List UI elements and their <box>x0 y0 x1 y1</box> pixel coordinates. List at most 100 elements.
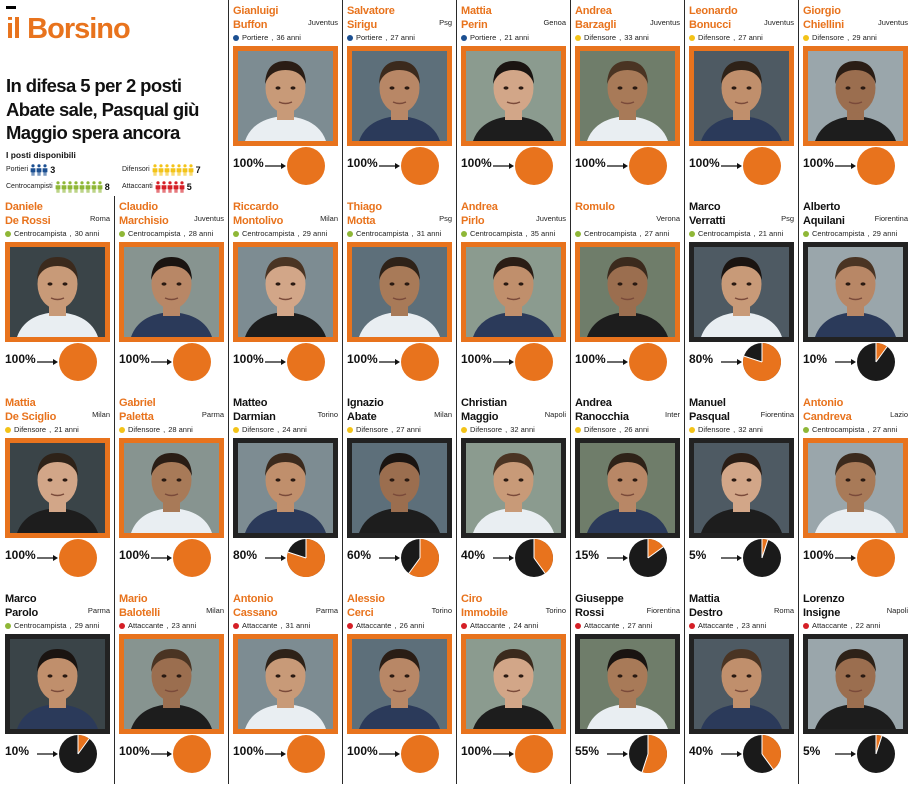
pie-slice-orange <box>173 343 211 381</box>
player-card: Ciro Immobile Torino Attaccante, 24 anni 100% <box>456 588 570 784</box>
column-divider <box>570 392 571 588</box>
column-divider <box>342 0 343 196</box>
percentage-value: 60% <box>347 548 372 562</box>
percentage-pie <box>515 539 554 577</box>
percentage-value: 100% <box>461 156 492 170</box>
player-role: Centrocampista, 29 anni <box>5 621 99 630</box>
role-sep: , <box>736 621 739 630</box>
player-first-name: Alberto <box>803 201 841 213</box>
role-name: Centrocampista <box>14 621 67 630</box>
player-age: 22 anni <box>855 621 881 630</box>
player-first-name: Antonio <box>233 593 274 605</box>
percentage-value: 100% <box>233 156 264 170</box>
player-last-name: Cerci <box>347 607 374 619</box>
player-first-name: Giuseppe <box>575 593 624 605</box>
player-role: Attaccante, 31 anni <box>233 621 310 630</box>
person-icon <box>85 180 91 193</box>
pie-slice-orange <box>408 539 439 577</box>
player-name: Gabriel Paletta <box>119 396 156 424</box>
player-photo <box>5 634 110 734</box>
player-name: Marco Verratti <box>689 200 726 228</box>
role-dot-icon <box>461 34 467 41</box>
player-name: Salvatore Sirigu <box>347 4 395 32</box>
player-photo <box>233 438 338 538</box>
player-age: 29 anni <box>74 621 100 630</box>
pie-slice-orange <box>515 735 553 773</box>
player-card: Daniele De Rossi Roma Centrocampista, 30 ann… <box>0 196 114 392</box>
player-role: Difensore, 33 anni <box>575 33 649 42</box>
role-dot-icon <box>119 622 125 629</box>
pie-slice-orange <box>59 539 97 577</box>
posti-title: I posti disponibili <box>6 150 76 160</box>
arrow-right-icon <box>835 163 856 169</box>
player-card: Romulo Verona Centrocampista, 27 anni 100% <box>570 196 684 392</box>
role-dot-icon <box>803 622 809 629</box>
column-divider <box>456 588 457 784</box>
player-photo <box>575 46 680 146</box>
percentage-value: 100% <box>803 156 834 170</box>
pie-slice-orange <box>743 147 781 185</box>
role-name: Difensore <box>14 425 47 434</box>
role-name: Attaccante <box>242 621 278 630</box>
player-age: 35 anni <box>530 229 556 238</box>
player-role: Difensore, 32 anni <box>689 425 763 434</box>
percentage-value: 100% <box>119 744 150 758</box>
player-card: Mattia De Sciglio Milan Difensore, 21 anni 10… <box>0 392 114 588</box>
percentage-value: 55% <box>575 744 600 758</box>
player-name: Alberto Aquilani <box>803 200 845 228</box>
percentage-pie <box>287 735 325 773</box>
role-name: Difensore <box>812 33 845 42</box>
column-divider <box>684 392 685 588</box>
percentage-value: 15% <box>575 548 600 562</box>
arrow-right-icon <box>835 751 856 757</box>
player-photo <box>689 46 794 146</box>
role-dot-icon <box>233 622 239 629</box>
player-age: 23 anni <box>741 621 767 630</box>
player-card: Thiago Motta Psg Centrocampista, 31 anni 100% <box>342 196 456 392</box>
player-card: Gianluigi Buffon Juventus Portiere, 36 anni 1… <box>228 0 342 196</box>
role-name: Centrocampista <box>812 229 865 238</box>
player-club: Juventus <box>193 214 224 223</box>
column-divider <box>456 0 457 196</box>
player-club: Psg <box>781 214 794 223</box>
headline-line-2: Abate sale, Pasqual giù <box>6 98 199 120</box>
player-age: 26 anni <box>624 425 649 434</box>
player-name: Marco Parolo <box>5 592 38 620</box>
player-club: Parma <box>201 410 224 419</box>
role-sep: , <box>847 33 850 42</box>
player-first-name: Mario <box>119 593 148 605</box>
player-last-name: De Rossi <box>5 215 51 227</box>
player-first-name: Daniele <box>5 201 43 213</box>
role-name: Portiere <box>356 33 383 42</box>
person-icons <box>152 163 194 176</box>
person-icon <box>179 180 185 193</box>
player-first-name: Giorgio <box>803 5 841 17</box>
player-role: Difensore, 24 anni <box>233 425 307 434</box>
person-icon <box>164 163 170 176</box>
player-club: Milan <box>92 410 110 419</box>
player-name: Lorenzo Insigne <box>803 592 845 620</box>
percentage-pie <box>515 735 553 773</box>
percentage-pie <box>743 539 781 577</box>
role-dot-icon <box>689 34 695 41</box>
player-card: Mattia Perin Genoa Portiere, 21 anni 100% <box>456 0 570 196</box>
role-sep: , <box>508 621 511 630</box>
arrow-right-icon <box>493 359 514 365</box>
player-club: Juventus <box>763 18 794 27</box>
player-first-name: Andrea <box>575 5 612 17</box>
role-name: Difensore <box>698 425 731 434</box>
player-age: 27 anni <box>396 425 421 434</box>
player-role: Centrocampista, 31 anni <box>347 229 441 238</box>
role-sep: , <box>639 229 642 238</box>
role-sep: , <box>271 33 274 42</box>
player-age: 29 anni <box>852 33 877 42</box>
percentage-pie <box>59 735 97 773</box>
player-last-name: Pasqual <box>689 411 730 423</box>
player-first-name: Antonio <box>803 397 844 409</box>
role-sep: , <box>394 621 397 630</box>
pie-slice-orange <box>648 539 664 558</box>
player-last-name: Chiellini <box>803 19 844 31</box>
column-divider <box>228 392 229 588</box>
arrow-right-icon <box>265 555 286 561</box>
player-role: Attaccante, 23 anni <box>119 621 196 630</box>
